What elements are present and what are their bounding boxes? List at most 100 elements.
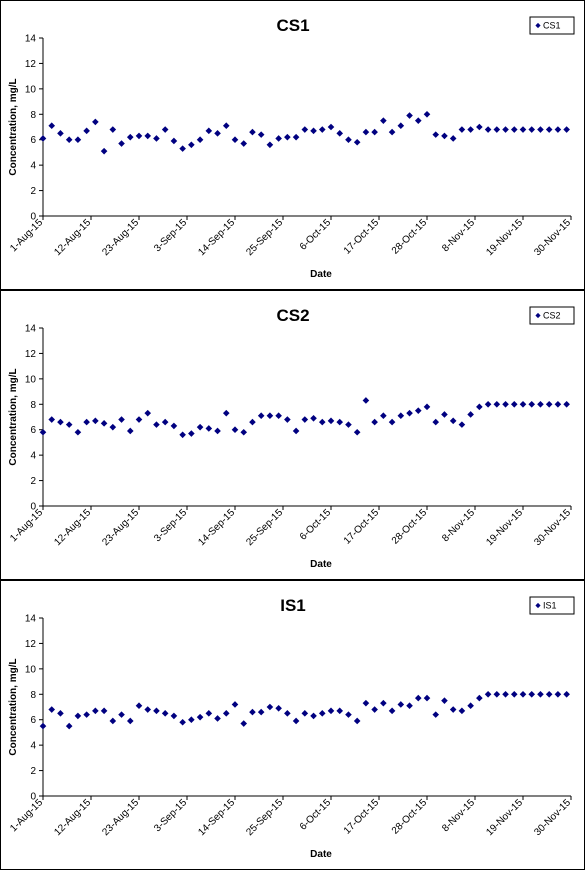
y-tick-label: 14 (25, 34, 37, 45)
data-point-cs1 (388, 128, 396, 136)
data-point-is1 (423, 694, 431, 702)
data-point-cs2 (493, 400, 501, 408)
data-point-cs2 (100, 420, 108, 427)
x-tick-label: 25-Sep-15 (244, 507, 285, 548)
data-point-is1 (310, 712, 317, 720)
data-point-cs1 (345, 136, 352, 144)
x-tick-label: 28-Oct-15 (390, 217, 430, 257)
data-point-is1 (257, 708, 265, 716)
data-point-cs1 (109, 126, 117, 133)
data-point-is1 (301, 710, 309, 717)
data-point-is1 (231, 701, 239, 708)
data-point-cs1 (231, 136, 239, 144)
data-point-is1 (388, 707, 396, 715)
data-point-cs1 (214, 130, 221, 137)
data-point-is1 (563, 690, 570, 698)
data-point-cs2 (336, 418, 344, 426)
data-point-cs2 (388, 418, 396, 426)
data-point-cs2 (170, 422, 178, 430)
data-point-is1 (545, 690, 553, 698)
data-point-cs2 (135, 416, 143, 423)
data-point-cs2 (284, 416, 291, 423)
data-point-cs1 (336, 130, 344, 137)
x-axis-label: Date (310, 559, 332, 570)
chart-panel-is1: IS1 0 2 4 6 8 10 12 14 1-Aug-15 12-Aug-15 23-Aug-15… (0, 580, 585, 870)
data-point-cs1 (519, 126, 527, 133)
data-point-is1 (327, 707, 335, 715)
data-point-cs2 (275, 412, 282, 420)
data-point-cs1 (284, 133, 291, 141)
legend-box (529, 306, 575, 325)
data-point-cs2 (39, 428, 47, 436)
data-point-cs2 (545, 400, 553, 408)
x-tick-label: 17-Oct-15 (342, 507, 382, 547)
data-point-cs2 (144, 409, 152, 417)
data-point-is1 (318, 710, 326, 717)
data-point-cs1 (327, 123, 335, 131)
data-point-cs2 (109, 423, 117, 431)
data-point-cs1 (310, 127, 317, 135)
x-tick-label: 28-Oct-15 (390, 507, 430, 547)
data-point-is1 (92, 707, 99, 715)
data-point-cs1 (257, 131, 265, 138)
data-point-is1 (205, 710, 213, 717)
data-point-cs1 (179, 145, 186, 152)
x-tick-label: 3-Sep-15 (152, 217, 189, 254)
legend-marker (535, 312, 541, 319)
data-point-cs2 (257, 412, 265, 420)
x-tick-label: 30-Nov-15 (532, 507, 573, 548)
data-point-cs2 (371, 418, 378, 426)
y-axis-label: Concentration, mg/L (8, 658, 19, 755)
data-point-cs2 (161, 418, 169, 426)
x-axis-label: Date (310, 849, 332, 860)
legend-marker (535, 22, 541, 29)
y-tick-label: 8 (30, 400, 36, 411)
x-tick-label: 23-Aug-15 (100, 507, 141, 548)
data-point-cs2 (554, 400, 562, 408)
data-point-is1 (397, 701, 405, 708)
data-point-cs2 (458, 421, 466, 428)
chart-title: CS1 (276, 16, 309, 35)
data-point-cs1 (528, 126, 536, 133)
data-point-cs1 (161, 126, 169, 133)
data-point-cs1 (222, 122, 230, 130)
x-tick-label: 17-Oct-15 (342, 797, 382, 837)
data-point-cs2 (179, 431, 186, 439)
data-point-cs1 (380, 117, 387, 124)
data-point-is1 (266, 703, 274, 711)
y-tick-label: 6 (30, 715, 36, 726)
data-point-cs2 (292, 427, 300, 435)
data-point-cs2 (214, 427, 221, 435)
x-tick-label: 14-Sep-15 (196, 217, 237, 258)
data-point-cs1 (74, 136, 82, 144)
data-point-cs1 (476, 123, 483, 131)
data-point-is1 (144, 706, 152, 713)
data-point-cs1 (135, 132, 143, 140)
data-point-cs1 (275, 135, 282, 142)
y-tick-label: 8 (30, 690, 36, 701)
data-point-cs2 (476, 403, 483, 411)
data-point-cs2 (126, 427, 134, 435)
y-tick-label: 14 (25, 614, 37, 625)
chart-cs1-svg: CS1 0 2 4 6 8 10 12 14 1-Aug-15 12-Aug-15 23-Aug-15… (8, 16, 575, 280)
data-point-cs2 (406, 409, 413, 417)
x-tick-label: 25-Sep-15 (244, 797, 285, 838)
data-point-cs1 (83, 127, 90, 135)
data-point-cs1 (467, 126, 474, 133)
x-tick-label: 19-Nov-15 (484, 797, 525, 838)
data-point-cs1 (537, 126, 544, 133)
data-point-cs2 (537, 400, 544, 408)
data-point-is1 (458, 707, 466, 715)
data-point-is1 (126, 717, 134, 725)
y-tick-label: 2 (30, 186, 36, 197)
data-point-is1 (467, 702, 474, 710)
data-point-cs1 (441, 132, 448, 140)
data-point-cs1 (188, 141, 195, 149)
data-point-is1 (74, 712, 82, 720)
x-tick-label: 1-Aug-15 (8, 217, 45, 254)
data-point-is1 (109, 717, 117, 725)
data-point-cs2 (318, 418, 326, 426)
x-tick-label: 3-Sep-15 (152, 797, 189, 834)
data-point-cs1 (170, 137, 178, 145)
chart-title: IS1 (280, 596, 306, 615)
